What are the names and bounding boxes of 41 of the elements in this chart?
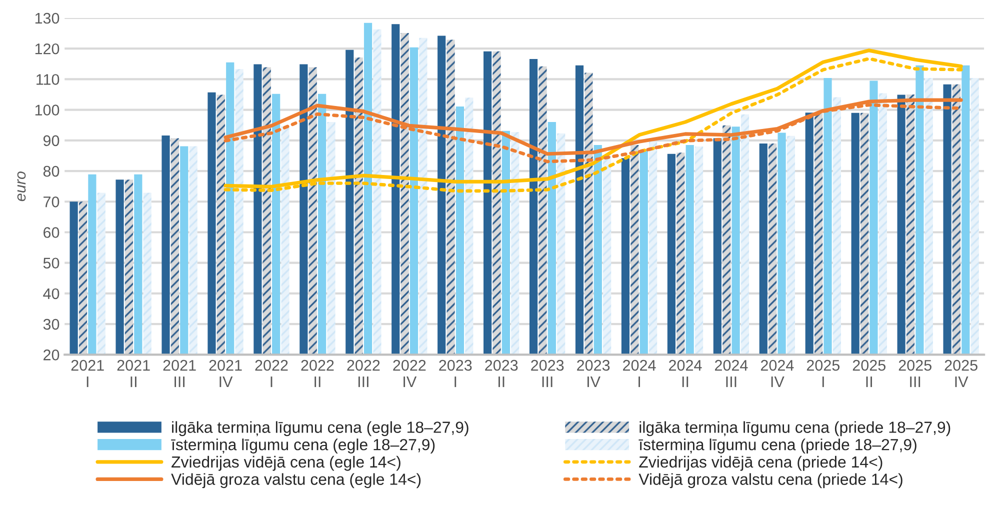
legend-label: ilgāka termiņa līgumu cena (priede 18–27,9) xyxy=(640,421,950,436)
y-tick-label: 80 xyxy=(43,166,60,177)
x-tick-label: 2024 III xyxy=(714,360,748,388)
x-tick-label: 2025 II xyxy=(852,360,886,388)
x-tick-label: 2025 I xyxy=(806,360,840,388)
x-tick-label: 2023 I xyxy=(439,360,472,388)
x-tick-label: 2024 IV xyxy=(760,360,794,388)
y-tick-label: 30 xyxy=(43,318,60,330)
y-tick-label: 40 xyxy=(43,288,60,300)
x-tick-label: 2022 I xyxy=(255,360,288,388)
y-tick-label: 60 xyxy=(44,227,60,238)
legend-label: Vidējā groza valstu cena (egle 14<) xyxy=(171,473,421,488)
x-tick-label: 2024 I xyxy=(623,360,656,388)
legend-label: īstermiņa līgumu cena (egle 18–27,9) xyxy=(171,438,435,454)
legend-label: Zviedrijas vidējā cena (egle 14<) xyxy=(172,456,400,471)
x-tick-label: 2022 II xyxy=(301,360,334,388)
x-tick-label: 2025 III xyxy=(898,360,932,388)
y-tick-label: 20 xyxy=(44,350,60,360)
legend-label: Vidējā groza valstu cena (priede 14<) xyxy=(638,473,902,488)
x-tick-label: 2022 IV xyxy=(393,360,426,388)
x-tick-label: 2021 II xyxy=(117,360,150,388)
legend-label: Zviedrijas vidējā cena (priede 14<) xyxy=(639,456,882,471)
x-tick-label: 2022 III xyxy=(347,360,380,388)
y-tick-label: 130 xyxy=(35,12,60,24)
x-tick-label: 2025 IV xyxy=(944,360,978,388)
x-tick-label: 2023 III xyxy=(531,360,564,388)
y-tick-label: 100 xyxy=(35,104,60,116)
y-axis-title: euro xyxy=(17,172,26,202)
x-tick-label: 2024 II xyxy=(669,360,702,388)
legend-label: īstermiņa līgumu cena (priede 18–27,9) xyxy=(638,438,916,454)
x-tick-label: 2021 III xyxy=(163,360,196,388)
y-tick-label: 110 xyxy=(36,74,60,85)
x-tick-label: 2023 IV xyxy=(577,360,610,388)
y-tick-label: 90 xyxy=(43,135,60,146)
legend-label: ilgāka termiņa līgumu cena (egle 18–27,9) xyxy=(172,421,468,436)
x-tick-label: 2023 II xyxy=(485,360,518,388)
x-tick-label: 2021 I xyxy=(71,360,104,388)
x-tick-label: 2021 IV xyxy=(209,360,242,388)
y-tick-label: 50 xyxy=(43,258,60,269)
y-tick-label: 120 xyxy=(35,43,60,54)
y-tick-label: 70 xyxy=(44,196,60,208)
